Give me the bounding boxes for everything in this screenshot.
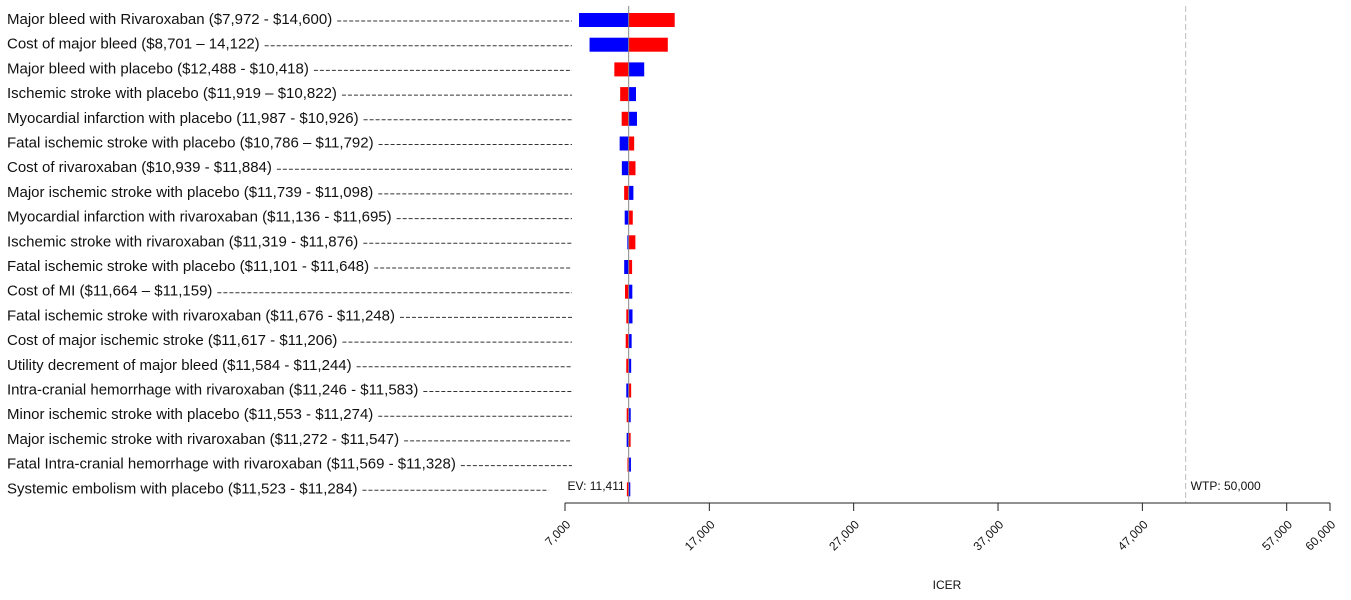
x-tick-label: 57,000 <box>1259 517 1295 553</box>
bar <box>579 13 629 27</box>
bar <box>628 284 633 299</box>
bar <box>628 185 634 200</box>
bar <box>628 432 631 447</box>
bar <box>621 161 629 176</box>
row-label: Intra-cranial hemorrhage with rivaroxaba… <box>7 381 418 398</box>
bar <box>628 358 632 373</box>
x-tick-label: 17,000 <box>682 517 718 553</box>
bar <box>628 136 635 151</box>
row-label: Myocardial infarction with rivaroxaban (… <box>7 209 392 226</box>
bar <box>628 482 631 497</box>
wtp-label: WTP: 50,000 <box>1191 479 1261 493</box>
bar <box>624 185 629 200</box>
x-tick-label: 27,000 <box>826 517 862 553</box>
row-label: Major ischemic stroke with placebo ($11,… <box>7 184 373 201</box>
bar <box>626 482 629 497</box>
bar <box>628 37 668 52</box>
bar <box>628 260 633 274</box>
row-label: Cost of MI ($11,664 – $11,159) <box>7 283 212 300</box>
row-label: Major bleed with placebo ($12,488 - $10,… <box>7 60 309 77</box>
row-label: Fatal ischemic stroke with rivaroxaban (… <box>7 307 395 324</box>
row-label: Ischemic stroke with placebo ($11,919 – … <box>7 85 337 102</box>
x-tick-label: 37,000 <box>971 517 1007 553</box>
row-label: Major ischemic stroke with rivaroxaban (… <box>7 431 399 448</box>
bar <box>625 284 629 299</box>
bar <box>628 111 637 126</box>
bar <box>627 457 629 472</box>
row-label: Cost of rivaroxaban ($10,939 - $11,884) <box>7 159 272 176</box>
x-tick-label: 47,000 <box>1115 517 1151 553</box>
row-label: Cost of major ischemic stroke ($11,617 -… <box>7 332 337 349</box>
row-label: Systemic embolism with placebo ($11,523 … <box>7 480 357 497</box>
bar <box>614 62 629 77</box>
bar <box>628 408 631 423</box>
row-label: Ischemic stroke with rivaroxaban ($11,31… <box>7 233 358 250</box>
bar <box>589 37 629 52</box>
bar <box>628 235 636 250</box>
row-label: Fatal Intra-cranial hemorrhage with riva… <box>7 456 456 473</box>
bar <box>625 334 629 349</box>
bar <box>619 136 629 151</box>
bar <box>626 358 629 373</box>
bar <box>628 161 636 176</box>
bar <box>628 62 645 77</box>
row-label: Fatal ischemic stroke with placebo ($10,… <box>7 134 374 151</box>
bar <box>628 334 632 349</box>
row-label: Minor ischemic stroke with placebo ($11,… <box>7 406 373 423</box>
bar <box>624 260 629 274</box>
row-label: Myocardial infarction with placebo (11,9… <box>7 110 359 127</box>
bar <box>626 383 629 398</box>
ev-label-bg <box>548 479 627 495</box>
bar <box>626 408 629 423</box>
ev-label: EV: 11,411 <box>568 479 625 493</box>
x-tick-label: 60,000 <box>1303 517 1339 553</box>
bar <box>628 383 632 398</box>
row-label: Major bleed with Rivaroxaban ($7,972 - $… <box>7 11 332 28</box>
row-label: Fatal ischemic stroke with placebo ($11,… <box>7 258 369 275</box>
bar <box>620 87 629 102</box>
bar <box>628 210 633 225</box>
row-label: Utility decrement of major bleed ($11,58… <box>7 357 352 374</box>
row-label: Cost of major bleed ($8,701 – 14,122) <box>7 36 260 53</box>
bar <box>624 210 629 225</box>
bar <box>628 13 675 27</box>
x-tick-label: 7,000 <box>542 517 573 548</box>
bar <box>627 235 629 250</box>
bar <box>621 111 629 126</box>
bar <box>626 432 629 447</box>
bar <box>628 87 637 102</box>
bar <box>626 309 629 324</box>
bar <box>628 457 631 472</box>
bar <box>628 309 633 324</box>
x-axis-label: ICER <box>933 578 962 592</box>
